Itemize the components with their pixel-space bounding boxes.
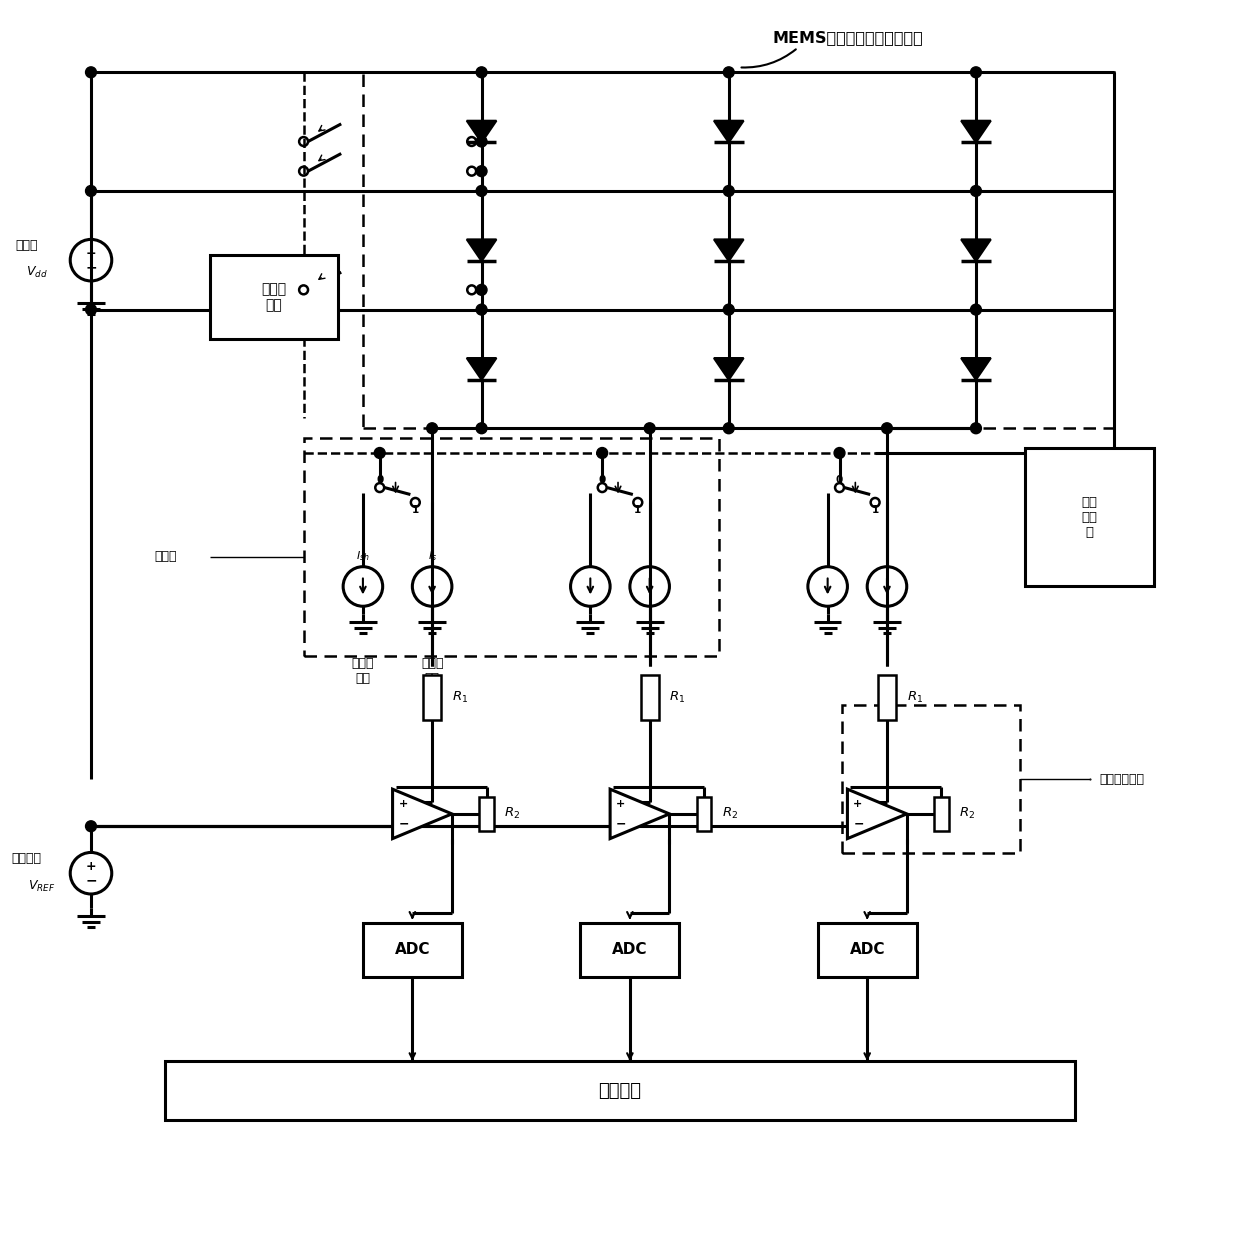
Text: +: + [853,799,863,809]
Bar [210,255,339,339]
Circle shape [723,67,734,78]
Circle shape [723,304,734,315]
Text: 1: 1 [872,505,879,515]
Bar [842,705,1021,853]
Text: 数据处理: 数据处理 [599,1081,641,1100]
Circle shape [971,186,981,196]
Text: $I_s$: $I_s$ [428,549,436,563]
Circle shape [971,304,981,315]
Text: 电压源: 电压源 [15,239,38,252]
Bar [878,676,895,720]
Circle shape [86,186,97,196]
Bar [479,796,494,831]
Polygon shape [466,358,496,379]
Text: 1: 1 [412,505,419,515]
Text: $V_{dd}$: $V_{dd}$ [26,265,47,280]
Bar [304,438,719,656]
Text: $R_1$: $R_1$ [670,690,686,706]
Circle shape [596,447,608,458]
Bar [423,676,441,720]
Text: $R_1$: $R_1$ [906,690,923,706]
Bar [580,923,680,977]
Circle shape [645,423,655,433]
Text: −: − [86,874,97,888]
Polygon shape [466,240,496,261]
Text: $R_2$: $R_2$ [505,806,521,821]
Text: −: − [398,818,409,830]
Text: −: − [616,818,626,830]
Text: +: + [86,860,97,873]
Bar [697,796,712,831]
Text: $I_{sh}$: $I_{sh}$ [356,549,370,563]
Circle shape [86,67,97,78]
Circle shape [86,821,97,831]
Polygon shape [961,240,991,261]
Text: 第一恒
流源: 第一恒 流源 [352,657,374,685]
Circle shape [971,423,981,433]
Circle shape [971,67,981,78]
Text: 0: 0 [836,475,843,485]
Circle shape [476,423,487,433]
Circle shape [723,423,734,433]
Circle shape [427,423,438,433]
Text: 放大运算电路: 放大运算电路 [1100,772,1145,786]
Polygon shape [714,240,744,261]
Text: +: + [86,247,97,260]
Circle shape [476,136,487,147]
Text: +: + [398,799,408,809]
Bar [363,73,1115,428]
Circle shape [476,304,487,315]
Bar [641,676,658,720]
Text: 1: 1 [634,505,641,515]
Circle shape [476,284,487,295]
Bar [934,796,949,831]
Circle shape [476,186,487,196]
Text: 0: 0 [376,475,383,485]
Text: $V_{REF}$: $V_{REF}$ [29,878,56,893]
Text: −: − [853,818,864,830]
Text: 0: 0 [599,475,606,485]
Text: 恒流源: 恒流源 [154,550,176,563]
Circle shape [374,447,386,458]
Circle shape [835,447,844,458]
Polygon shape [961,358,991,379]
Polygon shape [610,789,670,839]
Bar [165,1061,1075,1120]
Text: ADC: ADC [394,942,430,957]
Text: ADC: ADC [849,942,885,957]
Circle shape [86,304,97,315]
Polygon shape [714,121,744,142]
Polygon shape [393,789,451,839]
Text: 参考电压: 参考电压 [11,852,42,865]
Text: $R_1$: $R_1$ [451,690,469,706]
Text: 第二恒
流源: 第二恒 流源 [420,657,444,685]
Text: 移位寄
存器: 移位寄 存器 [262,283,286,313]
Text: $R_2$: $R_2$ [722,806,738,821]
Bar [363,923,461,977]
Text: $R_2$: $R_2$ [960,806,976,821]
Polygon shape [847,789,906,839]
Bar [1025,448,1154,587]
Text: MEMS非制冷红外焦平面阵列: MEMS非制冷红外焦平面阵列 [773,30,923,45]
Polygon shape [961,121,991,142]
Text: −: − [86,260,97,275]
Circle shape [882,423,893,433]
Circle shape [476,67,487,78]
Polygon shape [466,121,496,142]
Circle shape [476,166,487,177]
Text: ADC: ADC [613,942,647,957]
Polygon shape [714,358,744,379]
Circle shape [723,186,734,196]
Text: 移位
寄存
器: 移位 寄存 器 [1081,496,1097,539]
Bar [817,923,916,977]
Text: +: + [616,799,625,809]
